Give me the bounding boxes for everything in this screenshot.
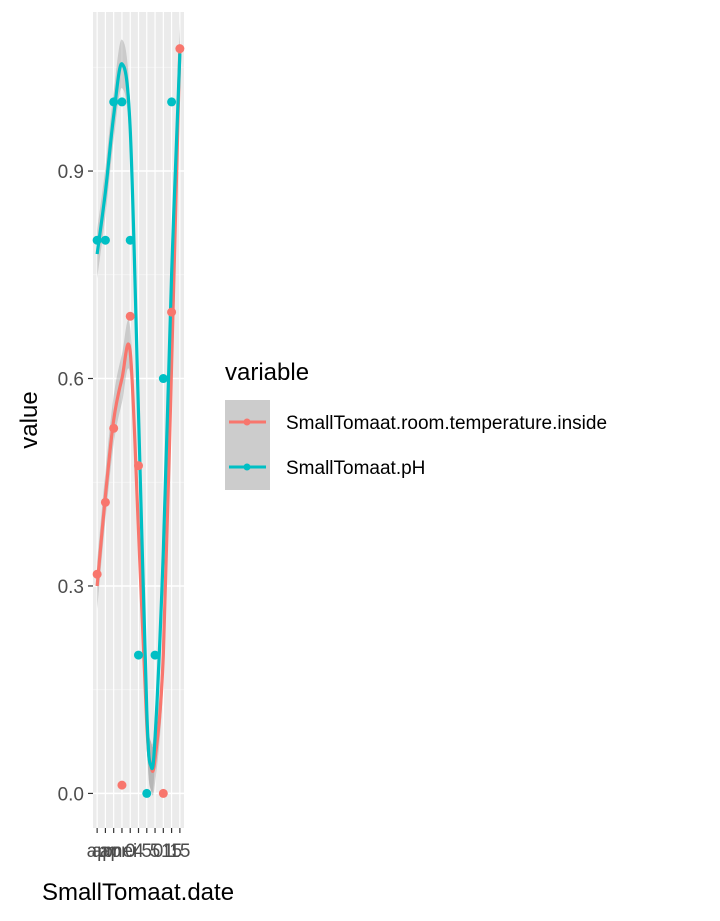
y-axis-title: value <box>16 391 43 448</box>
data-point <box>125 235 135 245</box>
data-point <box>134 650 143 660</box>
y-tick-label: 0.0 <box>58 784 84 805</box>
data-point <box>125 311 135 321</box>
data-point <box>158 788 168 798</box>
data-point <box>175 44 185 54</box>
data-point <box>167 97 177 107</box>
data-point <box>100 235 110 245</box>
data-point <box>142 788 152 798</box>
x-tick-label: 15 <box>169 841 190 862</box>
y-tick-label: 0.9 <box>58 162 84 183</box>
x-tick-label: 0 <box>125 841 136 862</box>
data-point <box>100 497 110 507</box>
data-point <box>109 423 119 433</box>
data-point <box>117 97 127 107</box>
confidence-band <box>97 22 180 796</box>
data-point <box>167 307 177 317</box>
x-tick-label: 4 <box>133 841 144 862</box>
data-point <box>134 461 143 471</box>
data-point <box>109 97 119 107</box>
legend-key-point <box>243 463 251 471</box>
legend-key-point <box>243 418 251 426</box>
x-tick-label: 15 <box>161 841 182 862</box>
x-tick-label: mei <box>107 841 138 862</box>
x-axis-title: SmallTomaat.date <box>42 879 234 906</box>
data-point <box>92 235 102 245</box>
x-tick-label: apr <box>100 841 128 862</box>
data-point <box>92 569 102 579</box>
legend: variable SmallTomaat.room.temperature.in… <box>225 359 607 490</box>
x-tick-label: 5 <box>141 841 152 862</box>
data-point <box>117 780 127 790</box>
legend-title: variable <box>225 359 309 386</box>
y-tick-label: 0.3 <box>58 577 84 598</box>
x-tick-label: 01 <box>153 841 174 862</box>
series-lines <box>95 46 182 773</box>
x-tick-label: apr <box>92 841 120 862</box>
x-tick-label: 5 <box>150 841 161 862</box>
legend-label: SmallTomaat.room.temperature.inside <box>286 413 607 434</box>
data-points <box>92 44 185 798</box>
legend-entry: SmallTomaat.room.temperature.inside <box>225 400 607 445</box>
data-point <box>158 374 168 384</box>
x-tick-label: ap <box>87 841 108 862</box>
legend-entry: SmallTomaat.pH <box>225 445 425 490</box>
data-point <box>150 650 160 660</box>
legend-label: SmallTomaat.pH <box>286 458 425 479</box>
series-line <box>95 53 182 771</box>
y-tick-label: 0.6 <box>58 370 84 391</box>
